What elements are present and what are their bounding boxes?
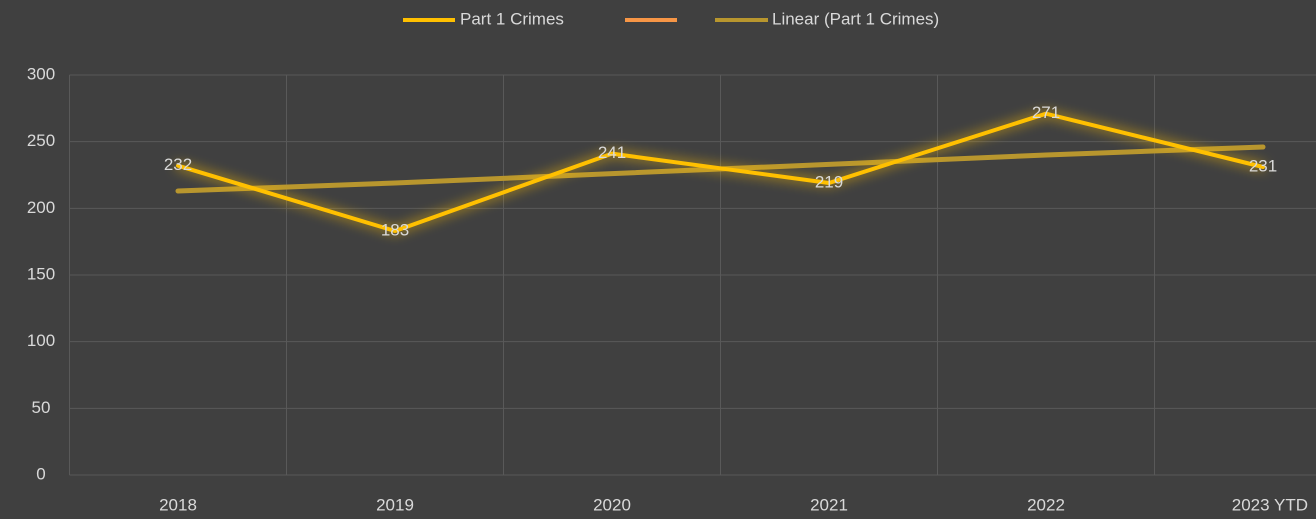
x-tick-label: 2023 YTD [1232,495,1308,514]
y-tick-label: 250 [27,131,55,150]
x-tick-label: 2022 [1027,495,1065,514]
x-tick-label: 2018 [159,495,197,514]
x-tick-label: 2019 [376,495,414,514]
series-line [176,111,1265,233]
grid [69,74,1316,476]
legend-label: Linear (Part 1 Crimes) [772,9,939,28]
x-tick-label: 2020 [593,495,631,514]
data-label: 232 [164,155,192,174]
data-label: 271 [1032,103,1060,122]
y-tick-label: 50 [32,398,51,417]
y-tick-label: 100 [27,331,55,350]
x-tick-label: 2021 [810,495,848,514]
y-tick-label: 200 [27,198,55,217]
y-tick-label: 300 [27,64,55,83]
data-label: 219 [815,172,843,191]
data-label: 183 [381,220,409,239]
legend-label: Part 1 Crimes [460,9,564,28]
data-label: 241 [598,143,626,162]
plot: 232 183 241 219 271 231 [164,103,1277,239]
data-label: 231 [1249,156,1277,175]
y-tick-label: 0 [36,464,45,483]
y-tick-label: 150 [27,264,55,283]
